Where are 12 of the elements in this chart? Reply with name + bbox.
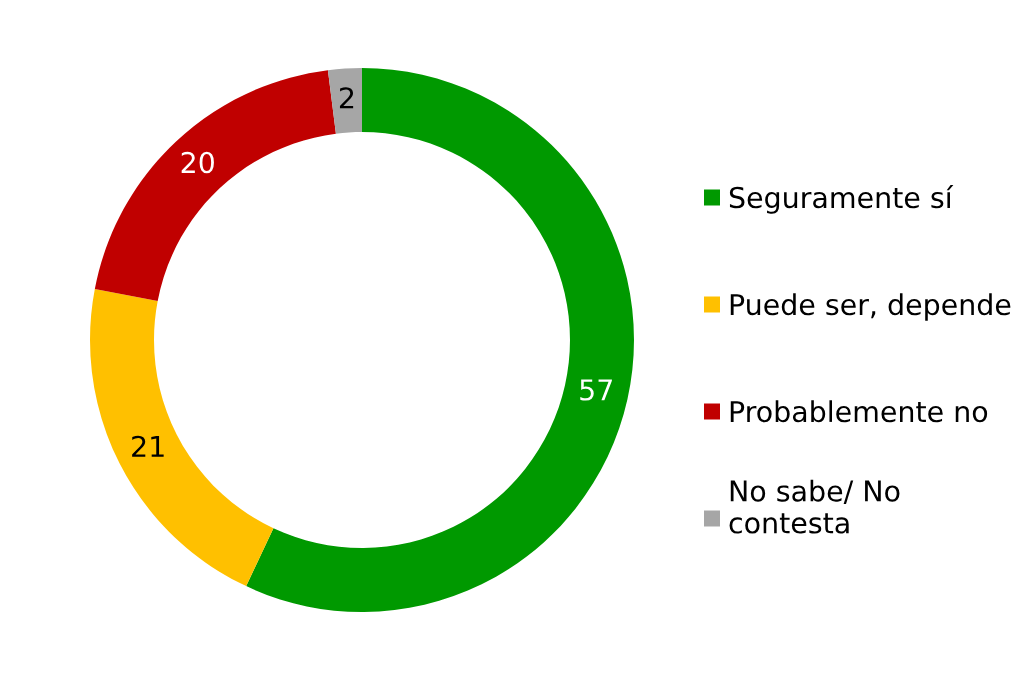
data-label: 2 xyxy=(339,87,354,109)
donut-slice xyxy=(94,70,336,302)
donut-slice xyxy=(246,68,634,612)
legend-label: Probablemente no xyxy=(730,400,988,423)
donut-slice xyxy=(90,289,274,587)
legend-label: Seguramente sí xyxy=(729,185,954,214)
donut-slice xyxy=(327,68,362,134)
legend-label: No sabe/ No contesta xyxy=(729,479,900,534)
legend-label: Puede ser, depende xyxy=(730,293,1011,321)
data-label: 21 xyxy=(132,435,164,457)
data-label: 20 xyxy=(181,151,214,174)
data-label: 57 xyxy=(580,379,612,401)
